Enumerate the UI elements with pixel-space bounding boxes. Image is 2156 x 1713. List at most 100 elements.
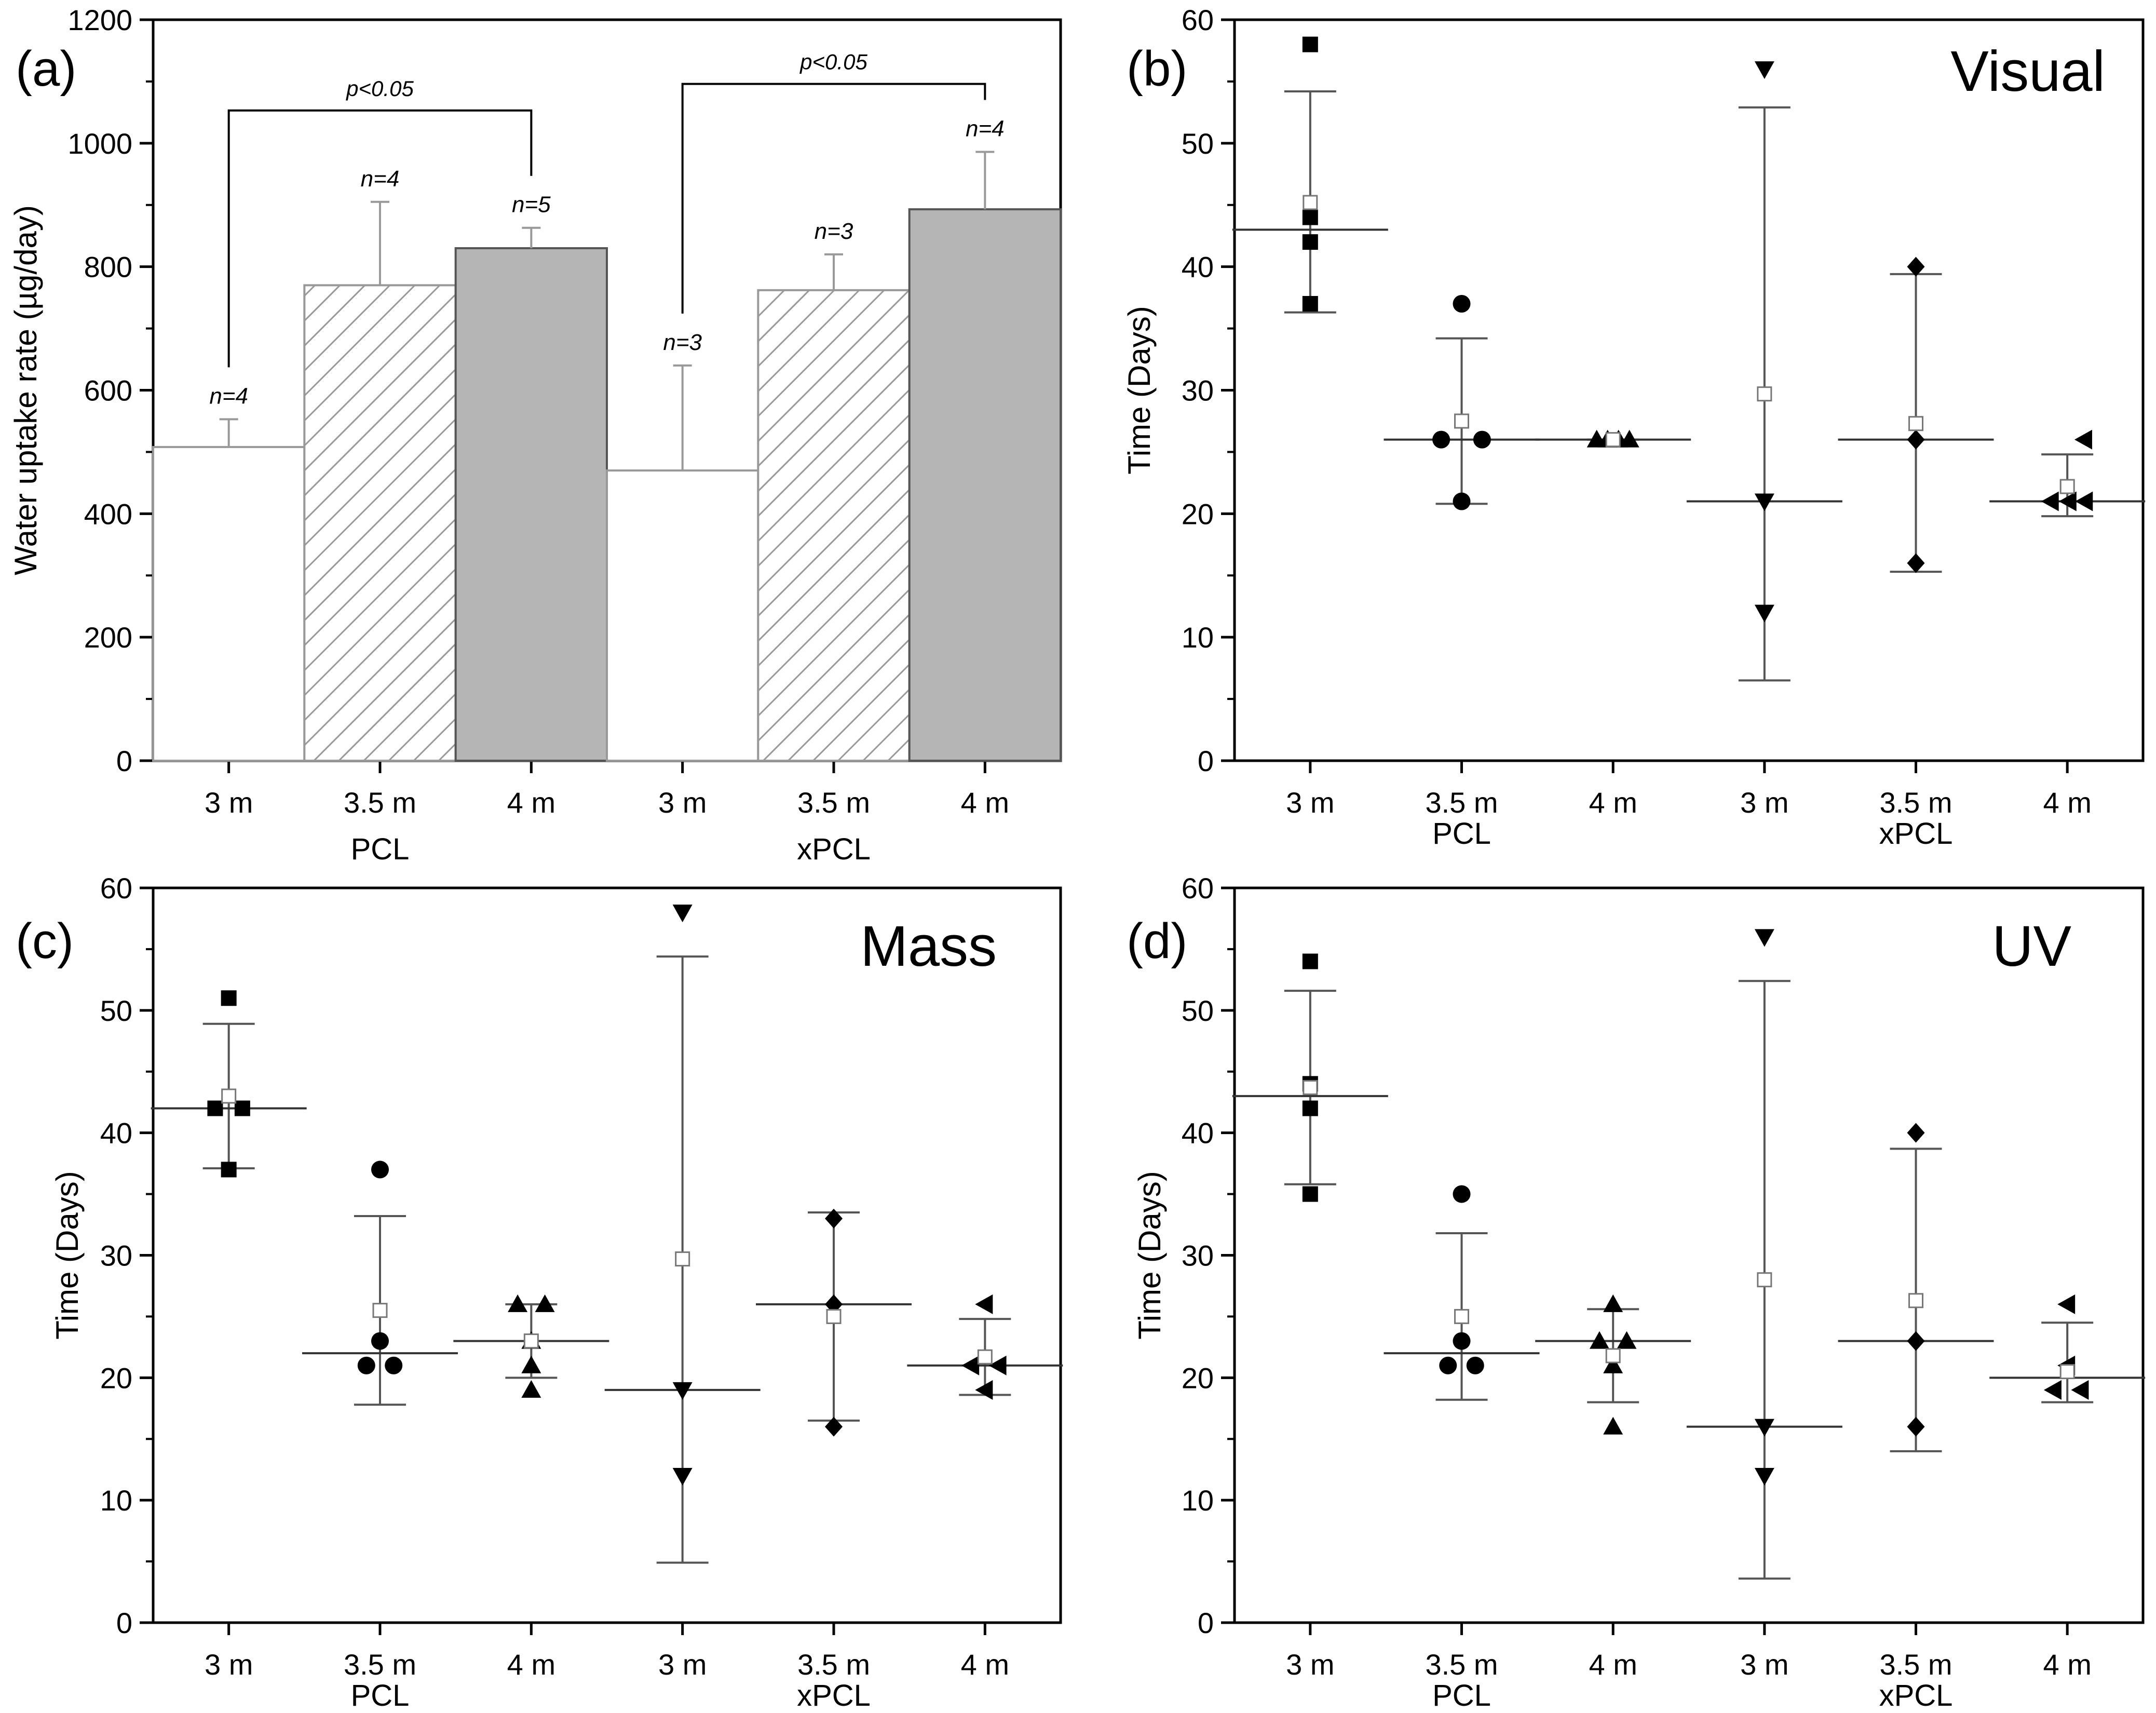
data-point bbox=[1619, 429, 1639, 448]
data-point bbox=[2071, 1380, 2089, 1400]
data-point bbox=[1907, 429, 1925, 450]
series-group bbox=[1838, 257, 1994, 573]
data-point bbox=[2075, 491, 2093, 511]
mean-marker bbox=[1303, 1080, 1318, 1095]
data-point bbox=[1302, 36, 1318, 52]
data-point bbox=[207, 1100, 223, 1116]
n-label: n=4 bbox=[361, 166, 400, 192]
y-tick-label: 20 bbox=[100, 1361, 132, 1394]
significance-label: p<0.05 bbox=[345, 76, 414, 101]
x-tick-label: 4 m bbox=[1589, 786, 1637, 819]
data-point bbox=[825, 1417, 843, 1437]
mean-marker bbox=[675, 1251, 690, 1267]
significance-bracket bbox=[681, 83, 986, 314]
mean-marker bbox=[1908, 1293, 1923, 1309]
x-tick-label: 3 m bbox=[658, 786, 707, 819]
data-point bbox=[1907, 257, 1925, 277]
bar bbox=[757, 289, 911, 762]
y-tick-label: 1000 bbox=[67, 127, 132, 160]
data-point bbox=[1754, 61, 1774, 79]
n-label: n=5 bbox=[512, 192, 551, 218]
data-point bbox=[1453, 1332, 1471, 1350]
series-group bbox=[453, 1294, 609, 1398]
data-point bbox=[672, 1468, 693, 1486]
series-group bbox=[1686, 61, 1842, 682]
group-label: xPCL bbox=[1879, 817, 1953, 851]
data-point bbox=[1302, 296, 1318, 312]
y-tick-label: 0 bbox=[116, 745, 132, 777]
group-label: PCL bbox=[1432, 1679, 1491, 1712]
x-tick-label: 4 m bbox=[2043, 786, 2091, 819]
mean-marker bbox=[1605, 1348, 1621, 1364]
data-point bbox=[2043, 1380, 2062, 1400]
data-point bbox=[1453, 1185, 1471, 1203]
mean-marker bbox=[1757, 1272, 1772, 1288]
data-point bbox=[988, 1355, 1007, 1375]
series-group bbox=[1232, 953, 1388, 1202]
bar bbox=[303, 284, 457, 762]
mean-marker bbox=[1454, 413, 1469, 429]
data-point bbox=[1603, 1355, 1623, 1373]
y-tick-label: 600 bbox=[84, 374, 132, 407]
x-tick-label: 4 m bbox=[507, 786, 555, 819]
group-label: PCL bbox=[351, 1679, 410, 1712]
group-label: PCL bbox=[1432, 817, 1491, 851]
data-point bbox=[1907, 1331, 1925, 1351]
panel-a: 0 200 400 600 800 1000 1200 3 m 3.5 m 4 m 3 m 3.5 m… bbox=[8, 4, 1062, 866]
mean-marker bbox=[1605, 432, 1621, 448]
data-point bbox=[1453, 295, 1471, 313]
y-tick-label: 40 bbox=[100, 1117, 132, 1150]
group-label: xPCL bbox=[797, 832, 871, 866]
data-point bbox=[1432, 430, 1450, 449]
data-point bbox=[2057, 1294, 2076, 1314]
y-tick-label: 50 bbox=[1182, 127, 1214, 160]
data-point bbox=[508, 1294, 528, 1312]
data-point bbox=[672, 1382, 693, 1400]
mean-marker bbox=[826, 1309, 842, 1324]
series-group bbox=[302, 1161, 458, 1406]
mean-marker bbox=[977, 1349, 993, 1365]
y-tick-label: 60 bbox=[100, 872, 132, 905]
x-tick-label: 3 m bbox=[205, 1648, 253, 1681]
plot-frame bbox=[1233, 18, 2145, 762]
y-tick-label: 200 bbox=[84, 621, 132, 654]
x-tick-label: 4 m bbox=[2043, 1648, 2091, 1681]
x-tick-label: 3.5 m bbox=[1425, 1648, 1498, 1681]
y-tick-label: 400 bbox=[84, 497, 132, 530]
data-point bbox=[371, 1332, 389, 1350]
n-label: n=4 bbox=[209, 383, 248, 409]
group-label: xPCL bbox=[1879, 1679, 1953, 1712]
data-point bbox=[1907, 1417, 1925, 1437]
data-point bbox=[1302, 1186, 1318, 1202]
n-label: n=4 bbox=[966, 116, 1005, 141]
mean-marker bbox=[1757, 386, 1772, 402]
y-tick-label: 60 bbox=[1182, 4, 1214, 36]
y-tick-label: 60 bbox=[1182, 872, 1214, 905]
data-point bbox=[1473, 430, 1491, 449]
data-point bbox=[371, 1161, 389, 1179]
x-tick-label: 4 m bbox=[507, 1648, 555, 1681]
n-label: n=3 bbox=[815, 219, 853, 244]
data-point bbox=[1302, 953, 1318, 969]
data-point bbox=[2041, 491, 2059, 511]
data-point bbox=[961, 1355, 980, 1375]
panel-title: Mass bbox=[860, 914, 997, 978]
x-tick-label: 4 m bbox=[1589, 1648, 1637, 1681]
data-point bbox=[357, 1356, 375, 1374]
mean-marker bbox=[1454, 1309, 1469, 1324]
data-point bbox=[1603, 1417, 1623, 1435]
bar bbox=[606, 469, 760, 762]
significance-bracket bbox=[227, 109, 533, 368]
y-tick-label: 10 bbox=[1182, 621, 1214, 654]
panel-d: 0 10 20 30 40 50 60 3 m 3.5 m 4 m 3 m 3.5 m 4 m PCL xP… bbox=[1127, 872, 2146, 1712]
y-tick-label: 20 bbox=[1182, 1361, 1214, 1394]
data-point bbox=[975, 1294, 993, 1314]
y-tick-label: 30 bbox=[100, 1239, 132, 1272]
data-point bbox=[1617, 1331, 1637, 1349]
series-group bbox=[907, 1294, 1063, 1400]
x-tick-label: 3.5 m bbox=[797, 1648, 870, 1681]
group-label: PCL bbox=[351, 832, 410, 866]
plot-frame bbox=[152, 886, 1062, 1624]
x-tick-label: 3 m bbox=[1740, 1648, 1788, 1681]
